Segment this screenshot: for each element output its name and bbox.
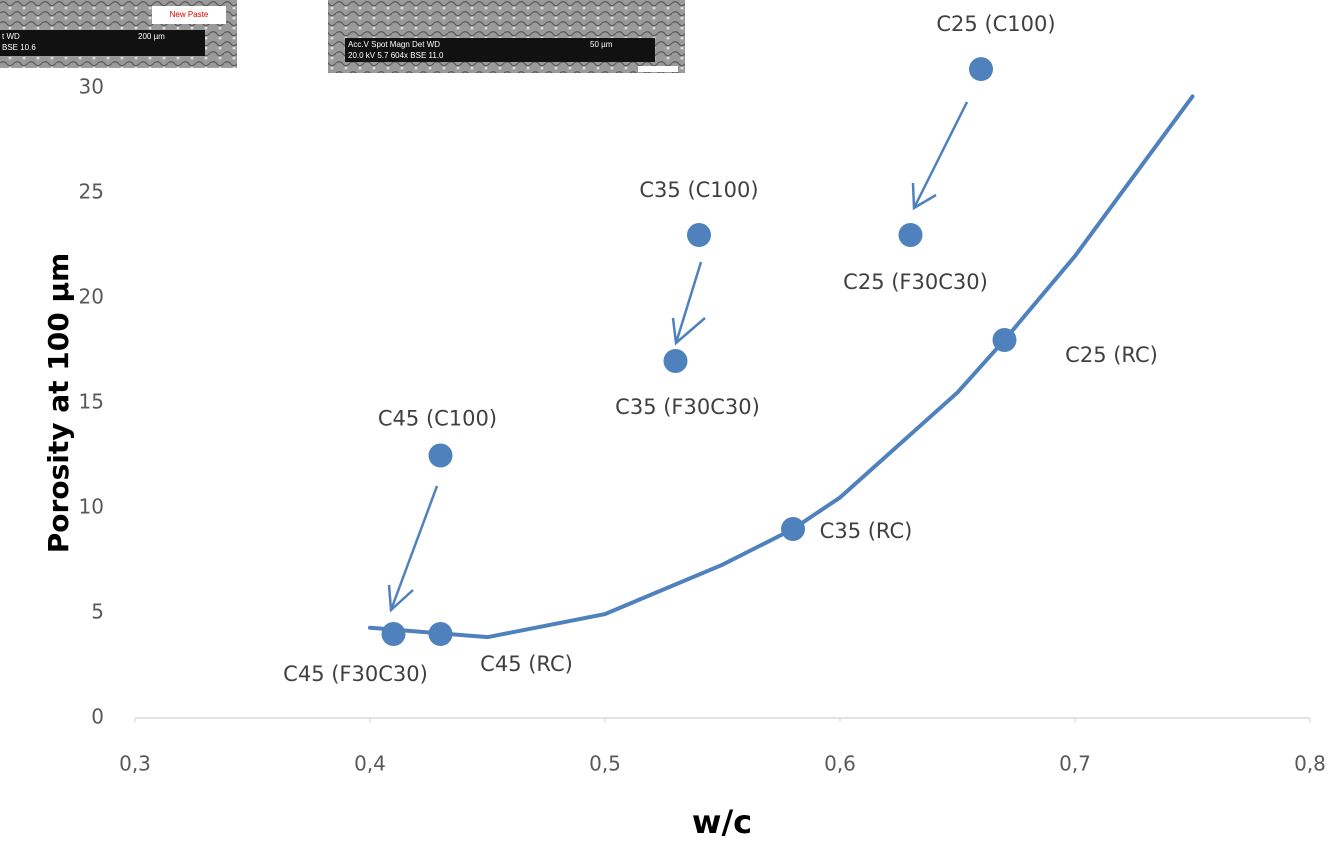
point: [429, 622, 453, 646]
inset-image: t WD 200 µm BSE 10.6 New Paste: [0, 0, 237, 68]
y-axis-title: Porosity at 100 µm: [42, 253, 75, 553]
point-label: C25 (F30C30): [843, 270, 988, 294]
y-tick-label: 25: [79, 180, 104, 204]
x-tick-label: 0,6: [824, 752, 856, 776]
point-label: C35 (RC): [820, 519, 913, 543]
y-tick-label: 20: [79, 285, 104, 309]
inset-text: BSE 10.6: [2, 43, 36, 52]
point: [687, 223, 711, 247]
point-label: C25 (C100): [936, 12, 1055, 36]
point: [664, 349, 688, 373]
x-tick-label: 0,4: [354, 752, 386, 776]
y-tick-label: 5: [91, 600, 104, 624]
point-label: C35 (C100): [639, 178, 758, 202]
x-tick-label: 0,3: [119, 752, 151, 776]
x-tick-label: 0,8: [1294, 752, 1326, 776]
inset-text: t WD: [2, 32, 20, 41]
inset-image: Acc.V Spot Magn Det WD 50 µm 20.0 kV 5.7…: [328, 0, 685, 73]
point-label: C45 (F30C30): [283, 662, 428, 686]
y-tick-label: 15: [79, 390, 104, 414]
inset-text: New Paste: [170, 10, 209, 19]
inset-text: 200 µm: [138, 32, 165, 41]
x-tick-label: 0,7: [1059, 752, 1091, 776]
point: [993, 328, 1017, 352]
point-label: C25 (RC): [1065, 343, 1158, 367]
point: [429, 444, 453, 468]
x-tick-label: 0,5: [589, 752, 621, 776]
inset-text: Acc.V Spot Magn Det WD: [348, 40, 440, 49]
chart: t WD 200 µm BSE 10.6 New Paste Acc.V Spo…: [0, 0, 1341, 846]
y-tick-label: 30: [79, 75, 104, 99]
point: [382, 622, 406, 646]
point: [899, 223, 923, 247]
point-label: C45 (C100): [378, 407, 497, 431]
inset-text: 50 µm: [590, 40, 613, 49]
y-tick-label: 0: [91, 705, 104, 729]
point: [969, 57, 993, 81]
x-axis-title: w/c: [692, 803, 752, 841]
point: [781, 517, 805, 541]
y-tick-label: 10: [79, 495, 104, 519]
inset-text: 20.0 kV 5.7 604x BSE 11.0: [348, 51, 444, 60]
point-label: C35 (F30C30): [615, 395, 760, 419]
point-label: C45 (RC): [480, 652, 573, 676]
